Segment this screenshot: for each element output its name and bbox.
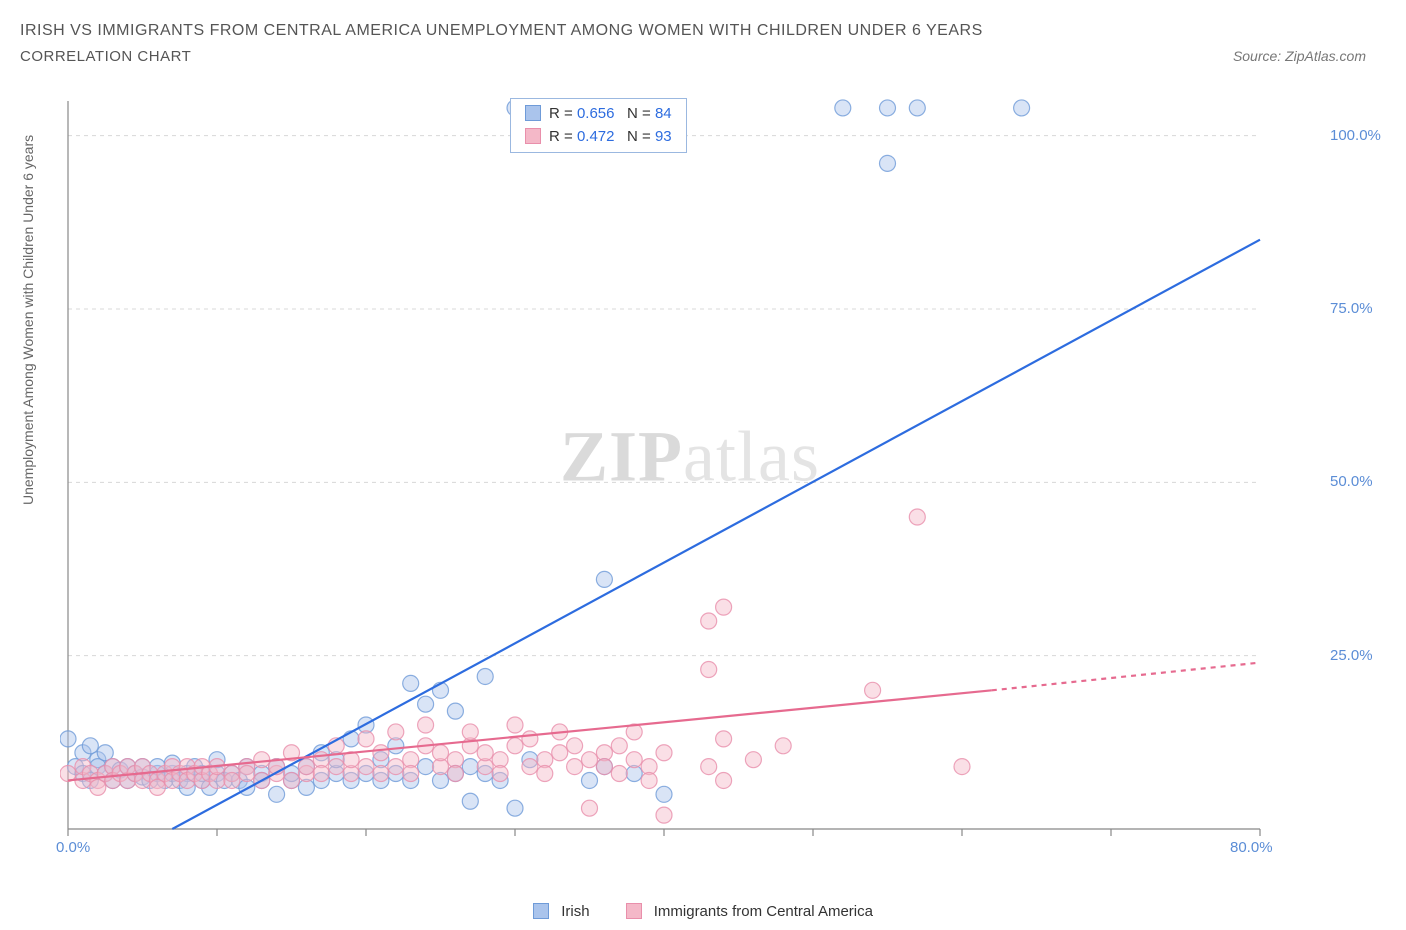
chart-subtitle: CORRELATION CHART	[20, 48, 191, 65]
legend-item: Irish	[533, 903, 590, 920]
y-tick: 25.0%	[1330, 647, 1390, 664]
y-tick: 75.0%	[1330, 300, 1390, 317]
chart-title: IRISH VS IMMIGRANTS FROM CENTRAL AMERICA…	[20, 18, 1386, 44]
x-tick: 80.0%	[1230, 839, 1273, 856]
plot-region: ZIPatlas R = 0.656 N = 84R = 0.472 N = 9…	[60, 95, 1320, 865]
stats-row: R = 0.656 N = 84	[525, 103, 672, 126]
y-axis-label: Unemployment Among Women with Children U…	[20, 135, 36, 505]
chart-area: Unemployment Among Women with Children U…	[0, 85, 1406, 915]
x-tick: 0.0%	[56, 839, 90, 856]
legend: Irish Immigrants from Central America	[0, 903, 1406, 920]
y-tick: 50.0%	[1330, 473, 1390, 490]
correlation-stats-box: R = 0.656 N = 84R = 0.472 N = 93	[510, 98, 687, 153]
chart-source: Source: ZipAtlas.com	[1233, 48, 1386, 64]
legend-item: Immigrants from Central America	[626, 903, 873, 920]
chart-header: IRISH VS IMMIGRANTS FROM CENTRAL AMERICA…	[0, 0, 1406, 65]
scatter-svg	[60, 95, 1320, 865]
stats-row: R = 0.472 N = 93	[525, 126, 672, 149]
y-tick: 100.0%	[1330, 127, 1390, 144]
